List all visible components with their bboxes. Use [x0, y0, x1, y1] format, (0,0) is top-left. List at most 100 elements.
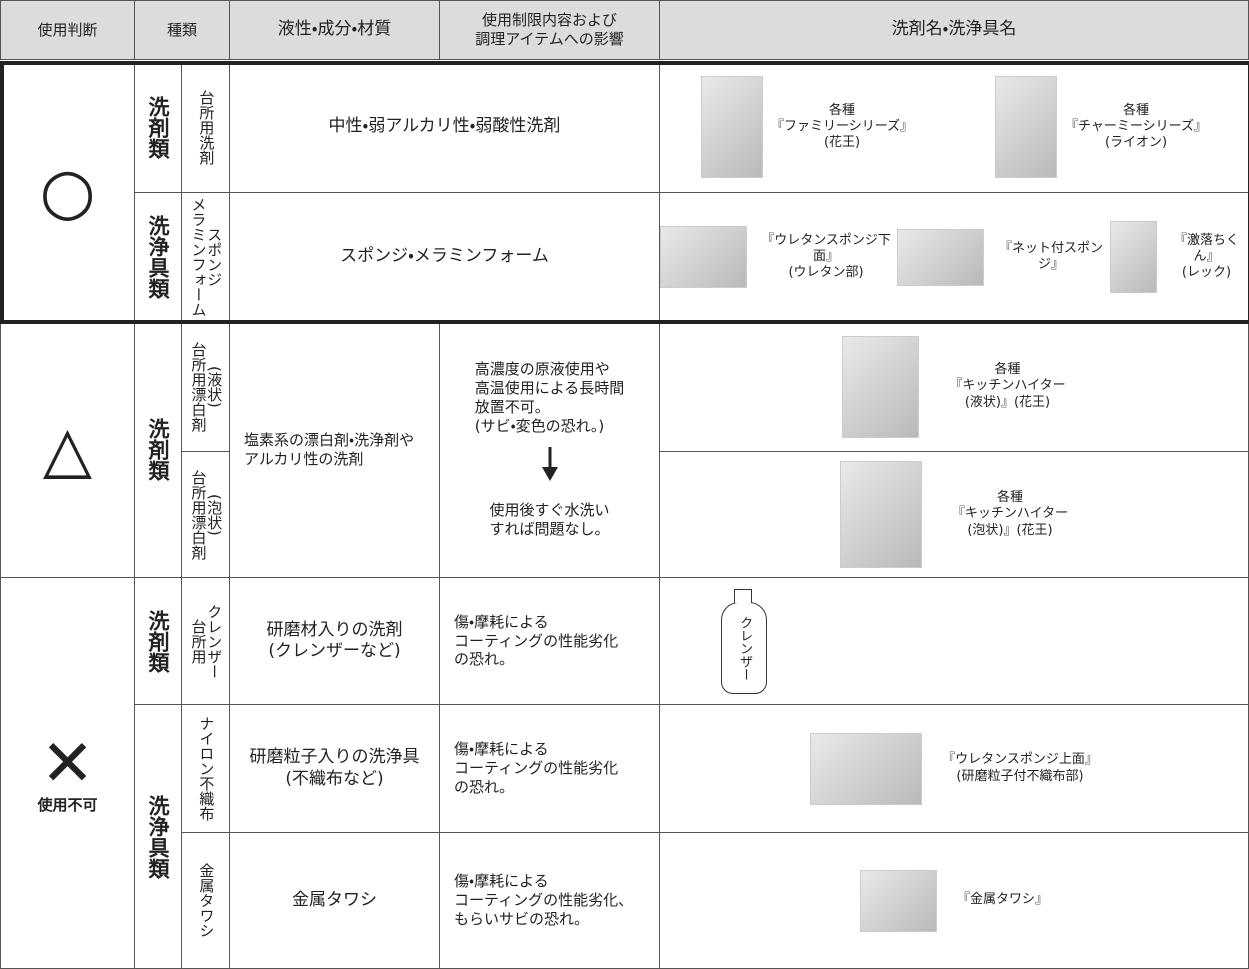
text-block: クレンザー	[736, 616, 752, 681]
text-line: もらいサビの恐れ。	[454, 909, 590, 928]
header-cell: 種類	[135, 0, 230, 60]
text-line: 研磨粒子入りの洗浄具	[249, 747, 420, 768]
text-line: (花王)	[823, 135, 861, 151]
text-line: 金属タワシ	[292, 889, 377, 910]
text-line: 使用制限内容および	[481, 11, 617, 30]
text-line: アルカリ性の洗剤	[244, 449, 364, 468]
text-line: スポンジ	[205, 227, 224, 287]
product: 各種 『ファミリーシリーズ』 (花王)	[700, 76, 913, 178]
text-line: (ライオン)	[1104, 135, 1168, 151]
text-line: 塩素系の漂白剤・洗浄剤や	[244, 430, 415, 449]
product-photo	[995, 76, 1058, 178]
subtype-cell: クレンザー 台所用	[182, 578, 230, 705]
text-line: 各種	[1123, 102, 1150, 118]
text-line: (不織布など)	[285, 768, 384, 789]
text-line: 高温使用による長時間	[474, 379, 625, 397]
product-photo	[700, 76, 763, 178]
text-line: 調理アイテムへの影響	[475, 30, 624, 48]
text-line: (泡状)	[205, 493, 224, 536]
property-cell: 研磨粒子入りの洗浄具 (不織布など)	[230, 705, 440, 833]
text-line: の恐れ。	[454, 650, 515, 669]
product: 各種 『チャーミーシリーズ』 (ライオン)	[995, 76, 1207, 178]
subtype-cell: (液状) 台所用漂白剤	[182, 322, 230, 452]
category-cell: 洗剤類	[135, 62, 182, 193]
text-line: クレンザー	[205, 603, 224, 679]
property-cell: 塩素系の漂白剤・洗浄剤や アルカリ性の洗剤	[230, 322, 440, 578]
text-line: の恐れ。	[454, 777, 515, 796]
text-line: 金属タワシ	[197, 863, 216, 938]
text-block: 高濃度の原液使用や 高温使用による長時間 放置不可。 (サビ・変色の恐れ。)	[475, 360, 625, 435]
text-block: スポンジ・メラミンフォーム	[340, 246, 549, 267]
text-line: 洗剤類	[146, 95, 171, 159]
product-photo	[842, 335, 920, 438]
category-cell: 洗剤類	[135, 322, 182, 578]
text-line: クレンザー	[737, 615, 753, 681]
products-cell: 各種 『ファミリーシリーズ』 (花王) 各種 『チャーミーシリーズ』 (ライオン)	[660, 62, 1249, 193]
text-block: スポンジ メラミンフォーム	[190, 197, 224, 317]
text-line: 放置不可。	[474, 397, 550, 416]
subtype-cell: ナイロン不織布	[182, 705, 230, 833]
product: 『金属タワシ』	[859, 869, 1048, 932]
text-line: 洗浄具類	[146, 794, 171, 879]
text-block: 洗剤類	[146, 610, 170, 673]
text-line: 『キッチンハイター	[951, 506, 1069, 522]
text-line: 洗浄具類	[146, 215, 171, 299]
text-line: コーティングの性能劣化	[454, 759, 619, 778]
text-line: 『キッチンハイター	[949, 378, 1066, 394]
text-line: 洗剤名・洗浄具名	[891, 19, 1017, 40]
text-line: 使用判断	[37, 20, 98, 39]
text-line: 使用後すぐ水洗い	[489, 501, 610, 520]
text-line: 傷・摩耗による	[454, 612, 549, 631]
text-line: すれば問題なし。	[489, 520, 610, 538]
product: 『ネット付スポンジ』	[897, 228, 1110, 286]
text-line: 液性・成分・材質	[277, 19, 392, 40]
subtype-cell: 台所用洗剤	[182, 62, 230, 193]
text-line: 『チャーミーシリーズ』	[1065, 118, 1208, 134]
property-cell: 研磨材入りの洗剤 (クレンザーなど)	[230, 578, 440, 705]
product-caption: 『激落ちくん』 (レック)	[1165, 233, 1248, 282]
restriction-cell: 傷・摩耗による コーティングの性能劣化 の恐れ。	[440, 705, 660, 833]
arrow-icon	[541, 447, 558, 482]
text-line: (クレンザーなど)	[268, 641, 401, 661]
category-cell: 洗浄具類	[135, 705, 182, 969]
header-cell: 洗剤名・洗浄具名	[660, 0, 1249, 60]
symbol-label: 使用不可	[37, 795, 98, 814]
symbol-cell: △	[0, 322, 135, 578]
text-block: 中性・弱アルカリ性・弱酸性洗剤	[329, 116, 561, 137]
subtype-cell: 金属タワシ	[182, 833, 230, 969]
symbol-cell: ○	[0, 62, 135, 322]
text-line: (ウレタン部)	[788, 265, 864, 281]
product-photo	[897, 228, 985, 286]
text-line: 台所用	[189, 618, 208, 664]
text-line: コーティングの性能劣化、	[454, 891, 634, 910]
product: 『ウレタンスポンジ上面』 (研磨粒子付不織布部)	[810, 732, 1098, 805]
text-block: (液状) 台所用漂白剤	[190, 342, 224, 432]
text-block: 使用後すぐ水洗い すれば問題なし。	[489, 501, 609, 539]
text-line: 『ウレタンスポンジ下面』	[761, 232, 891, 264]
product-photo	[839, 461, 922, 568]
text-block: 洗剤類	[146, 418, 170, 481]
symbol-cell: ✕ 使用不可	[0, 578, 135, 969]
text-block: 種類	[167, 21, 197, 40]
text-line: 研磨材入りの洗剤	[266, 619, 403, 640]
product-caption: 『ウレタンスポンジ上面』 (研磨粒子付不織布部)	[942, 752, 1098, 785]
symbol: ✕	[40, 726, 95, 801]
symbol: ○	[39, 154, 96, 229]
header-cell: 液性・成分・材質	[230, 0, 440, 60]
product-photo	[1109, 221, 1157, 293]
text-block: (泡状) 台所用漂白剤	[190, 470, 224, 560]
arrow	[541, 447, 558, 489]
category-cell: 洗剤類	[135, 578, 182, 705]
bottle-cap	[734, 589, 752, 603]
text-block: 傷・摩耗による コーティングの性能劣化、 もらいサビの恐れ。	[454, 872, 633, 928]
text-block: 洗浄具類	[146, 794, 171, 879]
products-cell: 『ウレタンスポンジ下面』 (ウレタン部) 『ネット付スポンジ』 『激落ちくん』 (レック…	[660, 193, 1249, 322]
subtype-cell: スポンジ メラミンフォーム	[182, 193, 230, 322]
product-caption: 各種 『チャーミーシリーズ』 (ライオン)	[1065, 103, 1207, 152]
product-photo	[660, 226, 747, 288]
text-line: (液状)』(花王)	[964, 394, 1051, 410]
text-line: ナイロン不織布	[197, 716, 216, 821]
text-block: ナイロン不織布	[197, 716, 216, 821]
product: 各種 『キッチンハイター (液状)』(花王)	[842, 335, 1066, 438]
